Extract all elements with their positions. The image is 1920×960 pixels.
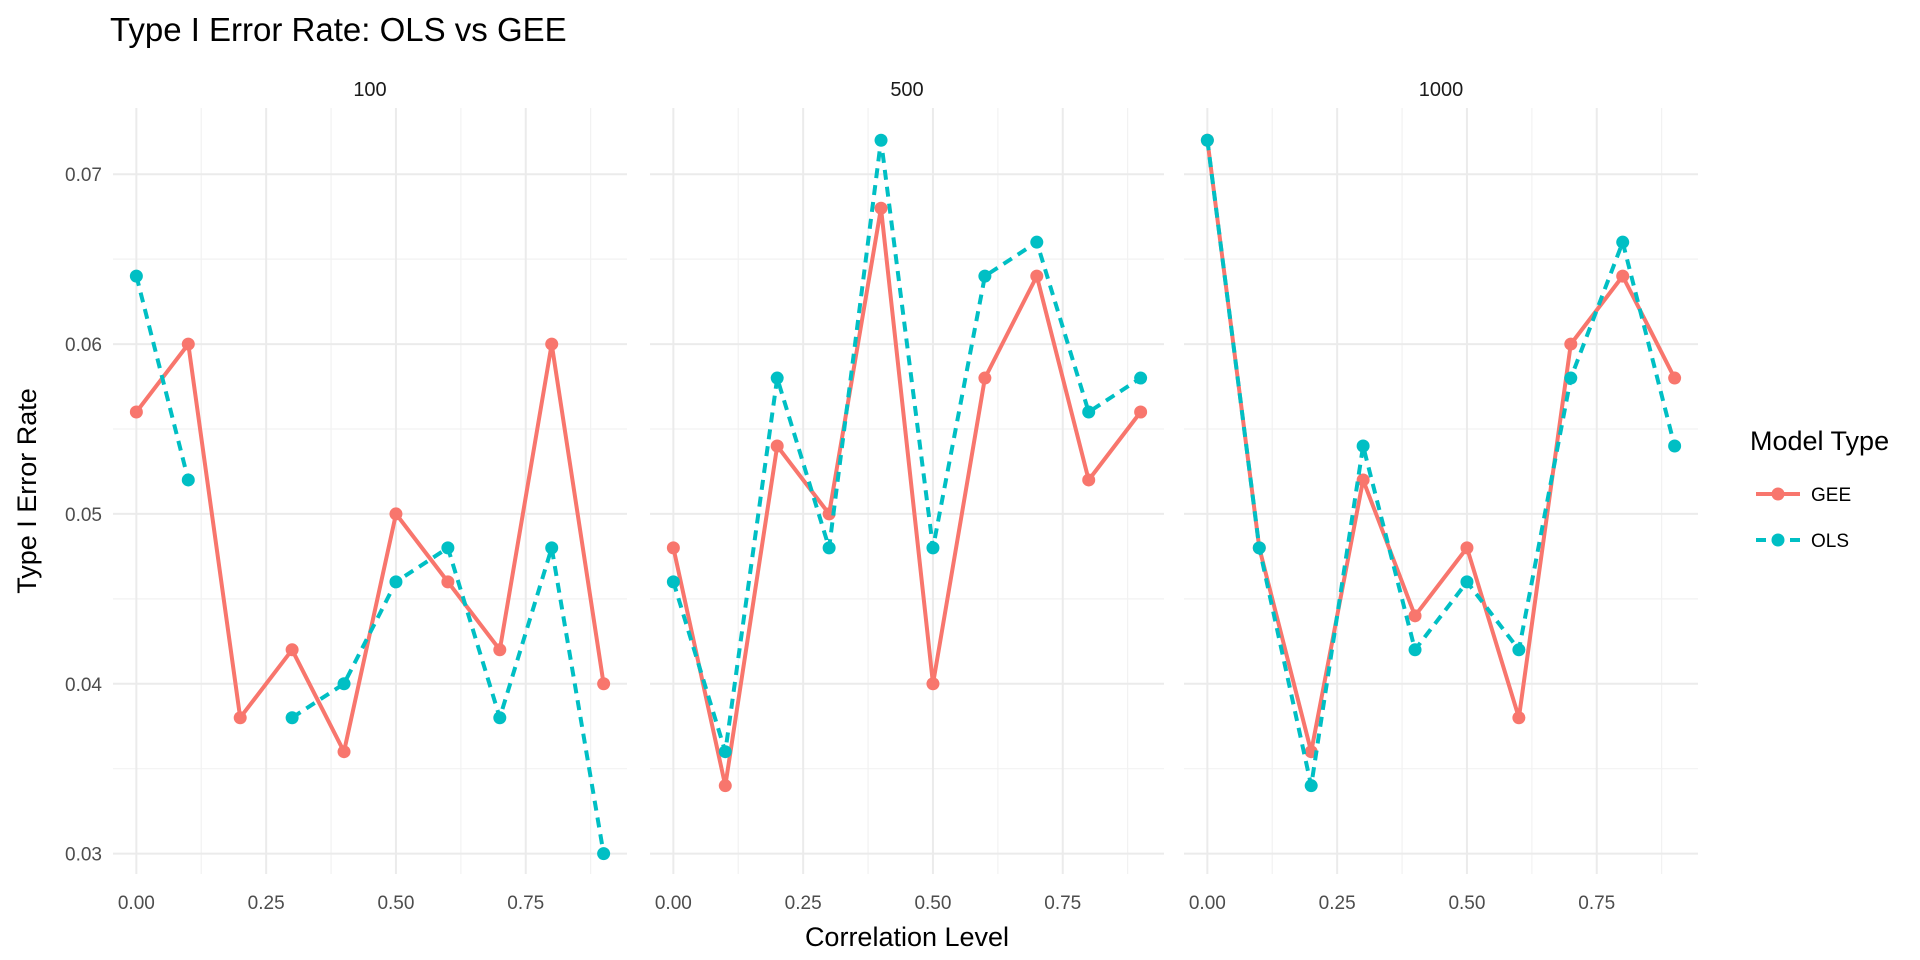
data-point-ols: [1082, 405, 1096, 419]
data-point-gee: [233, 711, 247, 725]
data-point-ols: [770, 371, 784, 385]
data-point-gee: [1668, 371, 1682, 385]
x-tick-label: 0.00: [655, 893, 692, 914]
data-point-gee: [181, 337, 195, 351]
data-point-gee: [129, 405, 143, 419]
data-point-gee: [1616, 269, 1630, 283]
data-point-gee: [545, 337, 559, 351]
data-point-ols: [1200, 133, 1214, 147]
data-point-ols: [597, 847, 611, 861]
data-point-ols: [545, 541, 559, 555]
data-point-ols: [1030, 235, 1044, 249]
data-point-ols: [1408, 643, 1422, 657]
data-point-gee: [1564, 337, 1578, 351]
legend-key-gee: [1756, 487, 1800, 501]
data-point-gee: [1082, 473, 1096, 487]
x-tick-label: 0.50: [914, 893, 951, 914]
data-point-ols: [1668, 439, 1682, 453]
legend: Model Type GEE OLS: [1750, 426, 1889, 552]
legend-label-gee: GEE: [1811, 485, 1851, 506]
x-tick-label: 0.00: [1189, 893, 1226, 914]
data-point-ols: [926, 541, 940, 555]
data-point-gee: [926, 677, 940, 691]
legend-key-point: [1771, 533, 1785, 547]
data-point-ols: [493, 711, 507, 725]
legend-title: Model Type: [1750, 426, 1889, 456]
y-tick-label: 0.04: [65, 675, 102, 696]
chart-title: Type I Error Rate: OLS vs GEE: [110, 11, 567, 48]
x-axis-title: Correlation Level: [805, 922, 1009, 952]
data-point-ols: [1252, 541, 1266, 555]
data-point-gee: [1134, 405, 1148, 419]
legend-key-point: [1771, 487, 1785, 501]
data-point-ols: [129, 269, 143, 283]
series-line-gee: [134, 342, 606, 754]
x-tick-label: 0.75: [507, 893, 544, 914]
x-tick-label: 0.50: [1448, 893, 1485, 914]
data-point-gee: [718, 779, 732, 793]
data-point-ols: [978, 269, 992, 283]
data-point-gee: [441, 575, 455, 589]
x-tick-label: 0.25: [785, 893, 822, 914]
y-tick-label: 0.05: [65, 505, 102, 526]
data-point-ols: [1356, 439, 1370, 453]
data-point-ols: [1460, 575, 1474, 589]
data-point-ols: [1616, 235, 1630, 249]
facet-panel-1000: 1000 0.00 0.25 0.50 0.75: [1184, 79, 1698, 914]
data-point-gee: [978, 371, 992, 385]
x-tick-label: 0.00: [118, 893, 155, 914]
data-point-ols: [1134, 371, 1148, 385]
data-point-ols: [666, 575, 680, 589]
data-point-ols: [1564, 371, 1578, 385]
y-tick-label: 0.03: [65, 845, 102, 866]
data-point-gee: [1356, 473, 1370, 487]
series-line-gee: [1205, 140, 1677, 754]
data-point-gee: [666, 541, 680, 555]
data-point-gee: [337, 745, 351, 759]
x-tick-label: 0.75: [1578, 893, 1615, 914]
legend-label-ols: OLS: [1811, 531, 1849, 552]
data-point-ols: [1512, 643, 1526, 657]
data-point-ols: [1304, 779, 1318, 793]
data-point-gee: [389, 507, 403, 521]
x-tick-label: 0.25: [248, 893, 285, 914]
facet-panel-100: 100 0.00 0.25 0.50 0.75: [113, 79, 627, 914]
data-point-ols: [337, 677, 351, 691]
data-point-gee: [1460, 541, 1474, 555]
data-point-gee: [285, 643, 299, 657]
y-axis-title: Type I Error Rate: [12, 388, 42, 594]
data-point-gee: [770, 439, 784, 453]
data-point-gee: [1408, 609, 1422, 623]
x-tick-label: 0.25: [1319, 893, 1356, 914]
data-point-gee: [874, 201, 888, 215]
facet-label-500: 500: [890, 79, 923, 101]
series-line-ols: [1205, 140, 1677, 788]
series-line-ols: [671, 138, 1142, 754]
series-line-ols: [134, 275, 606, 854]
data-point-ols: [718, 745, 732, 759]
x-tick-label: 0.75: [1044, 893, 1081, 914]
data-point-ols: [389, 575, 403, 589]
y-tick-label: 0.07: [65, 165, 102, 186]
facet-label-1000: 1000: [1419, 79, 1464, 101]
data-point-ols: [441, 541, 455, 555]
y-tick-label: 0.06: [65, 335, 102, 356]
data-point-ols: [822, 541, 836, 555]
facet-panel-500: 500 0.00 0.25 0.50 0.75: [650, 79, 1164, 914]
legend-key-ols: [1756, 533, 1800, 547]
facet-label-100: 100: [353, 79, 386, 101]
data-point-ols: [285, 711, 299, 725]
data-point-ols: [874, 133, 888, 147]
series-line-gee: [671, 206, 1143, 788]
data-point-gee: [1030, 269, 1044, 283]
x-tick-label: 0.50: [377, 893, 414, 914]
data-point-gee: [493, 643, 507, 657]
data-point-ols: [181, 473, 195, 487]
data-point-gee: [597, 677, 611, 691]
data-point-gee: [1512, 711, 1526, 725]
